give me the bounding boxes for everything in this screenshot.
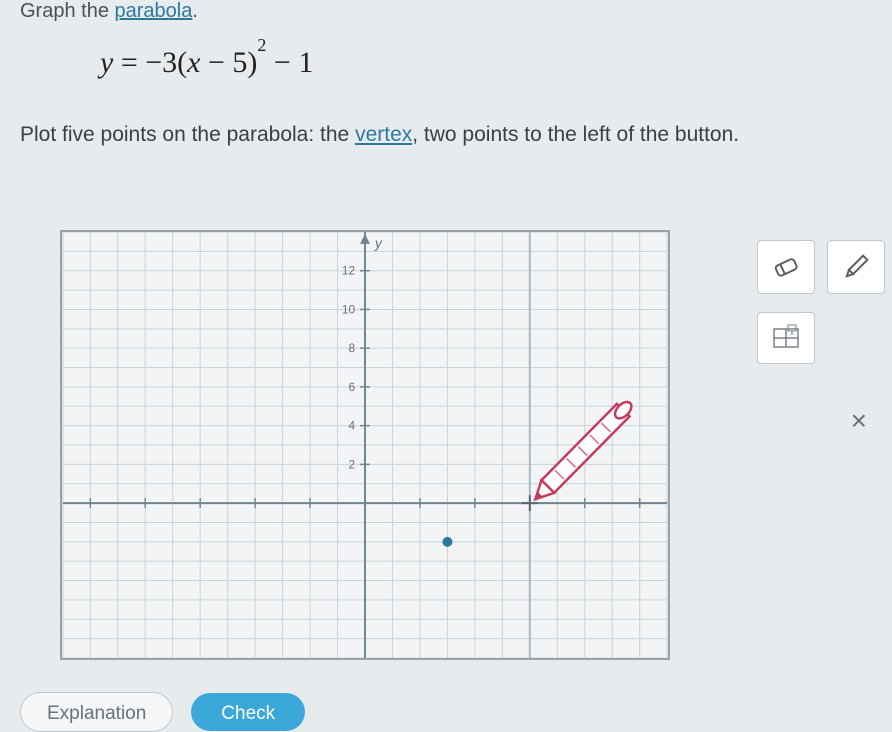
check-button[interactable]: Check [191, 693, 305, 731]
footer-buttons: Explanation Check [20, 692, 305, 732]
instruction-before: Plot five points on the parabola: the [20, 123, 355, 146]
explanation-button[interactable]: Explanation [20, 692, 173, 732]
svg-text:4: 4 [348, 419, 355, 433]
header-fragment: Graph the parabola. [20, 0, 198, 23]
svg-text:12: 12 [342, 264, 355, 278]
header-prefix: Graph the [20, 0, 115, 22]
graph-canvas[interactable]: 12 10 8 6 4 2 y [60, 230, 670, 660]
eraser-icon [770, 251, 802, 283]
svg-text:x: x [790, 328, 794, 337]
svg-text:6: 6 [348, 380, 355, 394]
pen-icon [840, 251, 872, 283]
vertex-link[interactable]: vertex [355, 123, 412, 146]
pen-button[interactable] [827, 240, 885, 294]
eraser-button[interactable] [757, 240, 815, 294]
svg-text:2: 2 [348, 457, 355, 471]
svg-text:8: 8 [348, 341, 355, 355]
svg-text:10: 10 [342, 302, 356, 316]
instruction-text: Plot five points on the parabola: the ve… [20, 120, 882, 150]
header-suffix: . [192, 0, 198, 22]
grid-zoom-button[interactable]: x [757, 312, 815, 364]
grid-zoom-icon: x [770, 322, 802, 354]
tool-panel: x [757, 240, 892, 382]
parabola-link[interactable]: parabola [115, 0, 193, 22]
close-button[interactable]: × [851, 405, 867, 437]
graph-svg[interactable]: 12 10 8 6 4 2 y [62, 232, 668, 658]
svg-text:y: y [374, 235, 383, 251]
instruction-after: , two points to the left of the button. [412, 123, 739, 146]
equation-text: y = −3(x − 5)2 − 1 [100, 45, 313, 80]
